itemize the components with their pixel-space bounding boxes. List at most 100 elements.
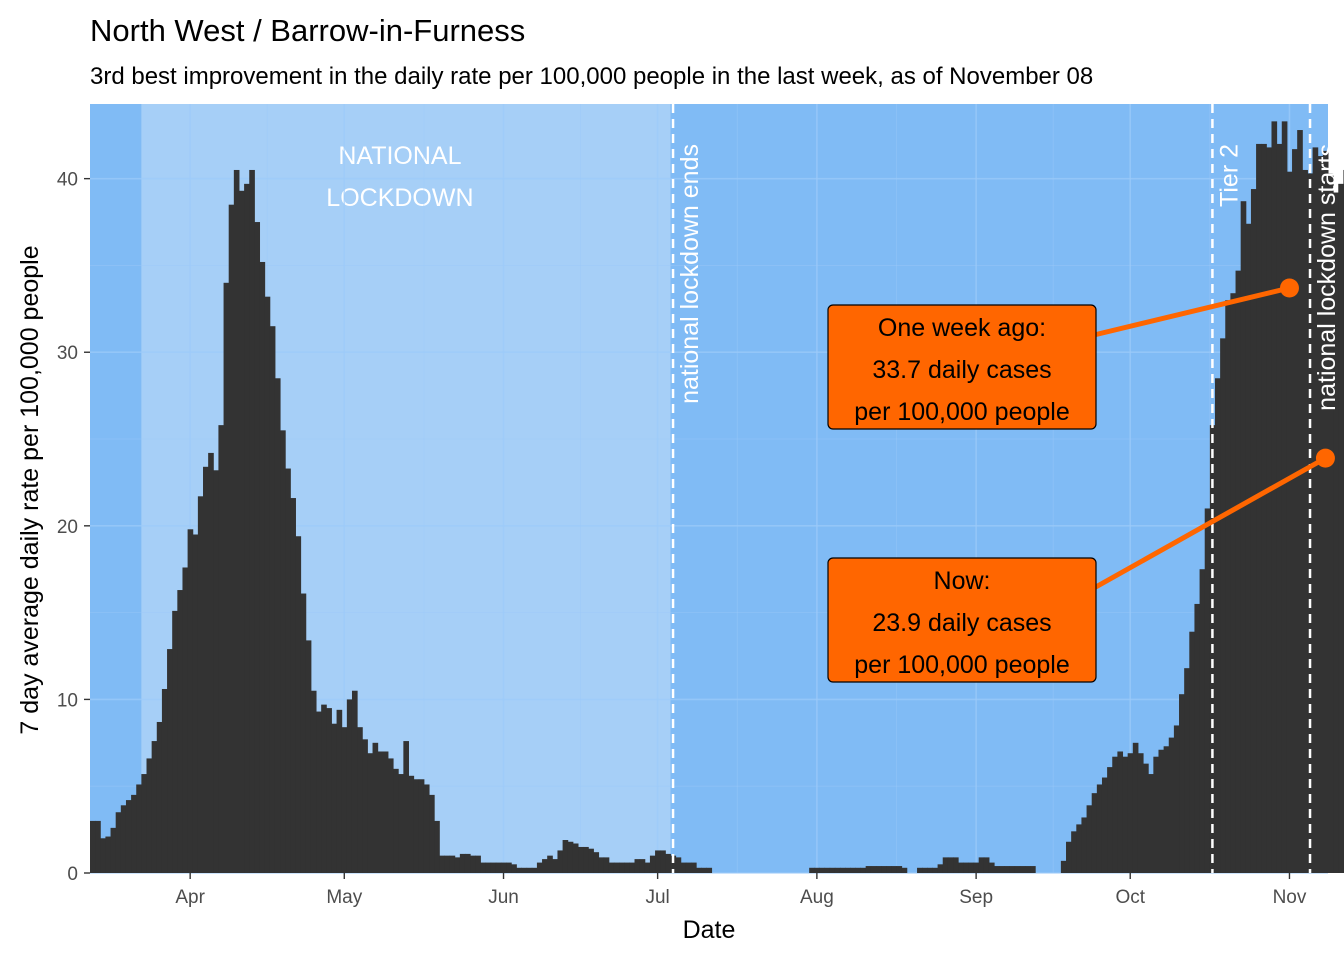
data-bar xyxy=(588,848,594,873)
data-bar xyxy=(423,784,430,873)
data-bar xyxy=(521,867,528,873)
data-bar xyxy=(1076,824,1082,873)
data-bar xyxy=(321,704,327,873)
data-bar xyxy=(233,169,240,874)
data-bar xyxy=(393,768,399,873)
data-bar xyxy=(480,862,487,873)
data-bar xyxy=(1297,130,1303,873)
data-bar xyxy=(1189,631,1195,873)
data-bar xyxy=(290,498,296,873)
data-bar xyxy=(927,867,933,873)
data-bar xyxy=(141,774,148,873)
data-bar xyxy=(192,534,199,873)
data-bar xyxy=(177,590,183,873)
data-bar xyxy=(1143,763,1149,873)
data-bar xyxy=(300,593,307,873)
event-line-label: Tier 2 xyxy=(1215,144,1243,207)
data-bar xyxy=(988,862,995,873)
data-bar xyxy=(90,820,96,873)
data-bar xyxy=(850,867,856,873)
data-bar xyxy=(1024,866,1031,873)
data-bar xyxy=(670,855,677,873)
callout-text: 33.7 daily cases xyxy=(872,356,1051,384)
data-bar xyxy=(346,699,353,873)
data-bar xyxy=(968,862,975,873)
data-bar xyxy=(285,468,291,873)
data-bar xyxy=(280,430,286,873)
data-bar xyxy=(228,204,235,874)
data-bar xyxy=(983,857,990,873)
data-bar xyxy=(249,169,255,874)
data-bar xyxy=(100,838,106,873)
data-bar xyxy=(120,805,127,873)
vlines-layer: national lockdown ends Tier 2 national loc… xyxy=(671,104,1341,873)
data-bar xyxy=(1214,378,1221,873)
data-bar xyxy=(1158,749,1165,873)
y-tick-label: 20 xyxy=(57,517,78,538)
data-bar xyxy=(208,452,214,873)
data-bar xyxy=(254,222,261,873)
data-bar xyxy=(1245,223,1252,874)
axes-layer: 0 10 20 30 40 Apr May Jun Jul Aug Sep Oct Nov xyxy=(57,170,1307,908)
data-bar xyxy=(403,741,409,873)
data-bar xyxy=(187,529,194,873)
data-bar xyxy=(855,867,862,873)
data-bar xyxy=(629,862,636,873)
data-bar xyxy=(156,721,163,873)
data-bar xyxy=(1322,150,1329,873)
data-bar xyxy=(1266,147,1272,874)
data-bar xyxy=(382,751,389,873)
data-bar xyxy=(500,862,507,873)
data-bar xyxy=(665,853,671,873)
data-bar xyxy=(1271,121,1278,874)
data-bar xyxy=(557,850,564,873)
data-bar xyxy=(1312,147,1319,874)
data-bar xyxy=(608,862,615,873)
data-bar xyxy=(1004,866,1011,873)
data-bar xyxy=(891,866,897,873)
data-bar xyxy=(706,867,713,873)
callout-box xyxy=(827,557,1097,683)
band-label: NATIONAL xyxy=(338,142,461,170)
data-bar xyxy=(896,866,903,873)
data-bar xyxy=(644,862,651,873)
data-bar xyxy=(886,866,892,873)
data-bar xyxy=(490,862,497,873)
y-tick-label: 0 xyxy=(67,864,78,885)
data-bar xyxy=(1117,751,1124,873)
data-bar xyxy=(547,855,553,873)
data-bar xyxy=(685,862,692,873)
data-bar xyxy=(1276,143,1283,873)
data-bar xyxy=(274,378,281,873)
data-bar xyxy=(172,610,178,873)
data-bar xyxy=(999,866,1005,873)
data-bar xyxy=(542,859,548,873)
callout-leader xyxy=(1093,285,1291,338)
data-bar xyxy=(947,857,954,873)
data-bar xyxy=(408,775,415,873)
callout-text: per 100,000 people xyxy=(854,398,1069,426)
event-line-label: national lockdown starts xyxy=(1313,144,1341,411)
data-bar xyxy=(922,867,928,873)
x-tick-label: Apr xyxy=(175,887,205,908)
data-bar xyxy=(552,859,558,873)
data-bar xyxy=(1317,156,1324,873)
data-bar xyxy=(701,867,707,873)
data-bar xyxy=(875,866,882,873)
data-bar xyxy=(1204,508,1211,873)
data-bar xyxy=(495,862,502,873)
callout-text: 23.9 daily cases xyxy=(872,609,1051,637)
callout-layer: One week ago: 33.7 daily cases per 100,000… xyxy=(827,278,1335,683)
data-bar xyxy=(1333,192,1339,874)
callout-point xyxy=(1279,278,1299,298)
data-bar xyxy=(598,857,605,873)
data-bar xyxy=(814,867,820,873)
data-bar xyxy=(151,741,158,873)
data-bar xyxy=(125,800,132,873)
data-bar xyxy=(1235,270,1242,873)
data-bar xyxy=(624,862,630,873)
callout-text: per 100,000 people xyxy=(854,651,1069,679)
callout-text: One week ago: xyxy=(878,314,1046,342)
data-bar xyxy=(536,862,543,873)
